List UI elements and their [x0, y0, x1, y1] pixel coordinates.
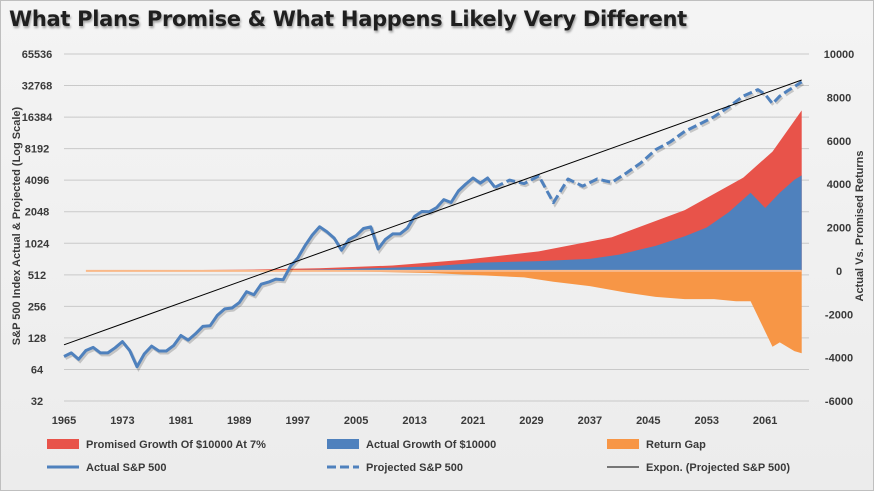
line-series-3 — [63, 176, 497, 369]
x-tick-label: 1997 — [285, 415, 309, 427]
line-series-4 — [494, 80, 803, 205]
chart-title: What Plans Promise & What Happens Likely… — [9, 7, 687, 31]
y-left-tick-label: 512 — [28, 270, 46, 282]
y-left-tick-label: 8192 — [25, 144, 49, 156]
y-left-tick-label: 32768 — [22, 81, 53, 93]
y-left-tick-label: 32 — [31, 396, 43, 408]
legend-label: Expon. (Projected S&P 500) — [646, 462, 790, 474]
gridlines — [64, 53, 809, 402]
legend-swatch — [47, 439, 79, 449]
area-series-2 — [85, 270, 802, 354]
x-tick-label: 1965 — [52, 415, 76, 427]
x-tick-label: 2061 — [753, 415, 777, 427]
area-series — [85, 110, 802, 354]
line-series — [63, 79, 805, 373]
y-right-tick-label: 8000 — [827, 92, 851, 104]
y-left-tick-label: 16384 — [22, 112, 53, 124]
y-left-tick-label: 2048 — [25, 207, 49, 219]
y-left-axis-label: S&P 500 Index Actual & Projected (Log Sc… — [11, 106, 23, 345]
y-right-tick-label: -6000 — [825, 396, 853, 408]
y-left-tick-label: 1024 — [25, 238, 50, 250]
area-series-1 — [85, 175, 802, 271]
y-left-tick-label: 256 — [28, 301, 46, 313]
y-right-tick-label: 4000 — [827, 179, 851, 191]
y-right-tick-label: 10000 — [824, 49, 855, 61]
legend-label: Return Gap — [646, 439, 706, 451]
y-right-tick-label: 0 — [836, 266, 842, 278]
y-right-tick-label: 2000 — [827, 223, 851, 235]
x-tick-label: 2037 — [578, 415, 602, 427]
legend-label: Actual Growth Of $10000 — [366, 439, 496, 451]
y-left-tick-label: 128 — [28, 333, 46, 345]
x-tick-label: 2005 — [344, 415, 368, 427]
x-tick-label: 2045 — [636, 415, 660, 427]
y-right-tick-label: 6000 — [827, 136, 851, 148]
legend-label: Promised Growth Of $10000 At 7% — [86, 439, 266, 451]
tick-labels: 32 64 128 256 512 1024 2048 4096 8192 16384 32768 6… — [22, 49, 855, 427]
legend-swatch — [607, 439, 639, 449]
legend-label: Projected S&P 500 — [366, 462, 463, 474]
line-shadow-4 — [495, 82, 805, 208]
x-tick-label: 2021 — [461, 415, 485, 427]
y-left-tick-label: 65536 — [22, 49, 53, 61]
y-right-tick-label: -4000 — [825, 353, 853, 365]
legend: Promised Growth Of $10000 At 7% Actual Gr… — [47, 439, 790, 474]
y-right-axis-label: Actual Vs. Promised Returns — [854, 151, 866, 302]
x-tick-label: 2029 — [519, 415, 543, 427]
y-left-tick-label: 64 — [31, 364, 44, 376]
x-tick-label: 1973 — [110, 415, 134, 427]
x-tick-label: 2013 — [402, 415, 426, 427]
trendline-series — [63, 79, 802, 346]
x-tick-label: 2053 — [695, 415, 719, 427]
y-right-tick-label: -2000 — [825, 309, 853, 321]
x-tick-label: 1981 — [169, 415, 193, 427]
legend-label: Actual S&P 500 — [86, 462, 167, 474]
legend-swatch — [327, 439, 359, 449]
y-left-tick-label: 4096 — [25, 175, 49, 187]
x-tick-label: 1989 — [227, 415, 251, 427]
